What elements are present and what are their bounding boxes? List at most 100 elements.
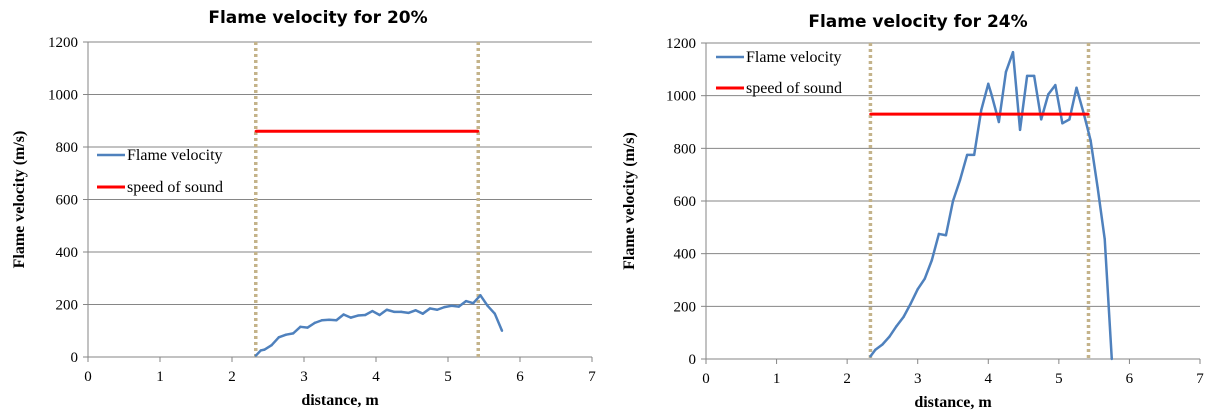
data-point	[259, 349, 262, 352]
data-point	[937, 232, 941, 236]
x-tick-label: 2	[228, 369, 236, 385]
data-point	[1004, 70, 1008, 74]
y-axis-label: Flame velocity (m/s)	[11, 131, 28, 269]
data-point	[254, 354, 257, 357]
series-line-flame-velocity	[254, 294, 504, 357]
chart-title: Flame velocity for 20%	[208, 8, 427, 28]
chart-flame-velocity-24: Flame velocity for 24% 0 200 400 600 800 1000 1…	[621, 12, 1204, 411]
data-point	[299, 325, 302, 329]
y-tick-label: 800	[674, 141, 697, 157]
data-point	[909, 302, 912, 305]
data-point	[392, 310, 396, 314]
legend-label: speed of sound	[127, 179, 223, 196]
x-tick-label: 0	[702, 371, 710, 387]
data-point	[371, 309, 374, 313]
data-point	[1061, 122, 1064, 125]
data-point	[450, 304, 453, 308]
x-tick-label: 1	[773, 371, 781, 387]
data-point	[328, 318, 331, 321]
data-point	[1110, 357, 1113, 361]
x-tick-label: 0	[84, 369, 92, 385]
data-point	[1025, 74, 1029, 78]
y-tick-label: 1200	[48, 35, 78, 51]
data-point	[888, 335, 891, 338]
data-point	[270, 343, 273, 347]
data-point	[1075, 86, 1078, 89]
data-point	[306, 326, 309, 329]
data-point	[1087, 112, 1090, 116]
data-point	[277, 336, 280, 339]
data-point	[472, 301, 475, 305]
data-point	[479, 294, 482, 297]
data-point	[443, 305, 446, 309]
x-axis-label: distance, m	[914, 394, 992, 411]
data-point	[254, 130, 257, 133]
data-point	[407, 311, 410, 315]
y-tick-label: 1000	[666, 89, 696, 105]
x-tick-label: 7	[588, 369, 596, 385]
data-point	[869, 112, 872, 116]
data-point	[486, 304, 489, 308]
data-point	[1089, 139, 1092, 142]
data-point	[895, 324, 898, 328]
data-point	[972, 153, 976, 157]
data-point	[980, 108, 983, 112]
data-point	[1047, 93, 1050, 96]
data-point	[477, 130, 480, 133]
legend-label: Flame velocity	[746, 49, 842, 66]
y-tick-label: 200	[674, 299, 697, 315]
data-point	[342, 313, 345, 316]
x-tick-label: 2	[843, 371, 851, 387]
data-point	[313, 321, 316, 325]
data-point	[385, 308, 388, 311]
x-tick-label: 5	[444, 369, 452, 385]
x-tick-label: 6	[516, 369, 524, 385]
data-point	[997, 120, 1001, 124]
data-point	[378, 313, 381, 317]
x-tick-label: 4	[372, 369, 380, 385]
y-tick-label: 800	[56, 140, 79, 156]
data-point	[335, 319, 338, 322]
data-point	[263, 348, 266, 351]
data-point	[874, 348, 877, 351]
data-point	[951, 199, 955, 203]
y-tick-label: 600	[56, 193, 79, 209]
data-point	[428, 307, 432, 310]
data-point	[284, 333, 288, 336]
x-axis-label: distance, m	[301, 392, 379, 409]
data-point	[320, 319, 324, 322]
y-tick-label: 1200	[666, 36, 696, 52]
data-point	[436, 308, 439, 311]
data-point	[464, 299, 468, 303]
data-point	[364, 313, 367, 317]
data-point	[457, 305, 460, 308]
y-tick-label: 1000	[48, 88, 78, 104]
data-point	[944, 234, 948, 237]
data-point	[356, 314, 360, 317]
data-point	[916, 288, 919, 291]
chart-flame-velocity-20: Flame velocity for 20% 0 200 400 600 800 1000 1…	[11, 8, 596, 409]
legend-label: speed of sound	[746, 80, 842, 97]
x-tick-label: 3	[914, 371, 922, 387]
data-point	[1103, 237, 1106, 241]
x-tick-label: 7	[1196, 371, 1204, 387]
data-point	[1018, 128, 1022, 132]
data-point	[902, 315, 905, 319]
series-line-flame-velocity	[869, 50, 1114, 360]
y-tick-label: 0	[689, 352, 697, 368]
x-tick-label: 1	[156, 369, 164, 385]
data-point	[493, 312, 496, 315]
data-point	[987, 82, 990, 86]
data-point	[990, 94, 994, 97]
x-tick-label: 3	[300, 369, 308, 385]
data-point	[292, 332, 295, 335]
data-point	[1096, 186, 1099, 190]
y-tick-label: 400	[674, 247, 697, 263]
data-point	[421, 312, 424, 315]
data-point	[923, 277, 926, 280]
data-point	[1011, 51, 1015, 54]
y-axis-label: Flame velocity (m/s)	[621, 132, 638, 270]
y-tick-label: 400	[56, 245, 79, 261]
x-tick-label: 6	[1126, 371, 1134, 387]
data-point	[1040, 118, 1043, 121]
